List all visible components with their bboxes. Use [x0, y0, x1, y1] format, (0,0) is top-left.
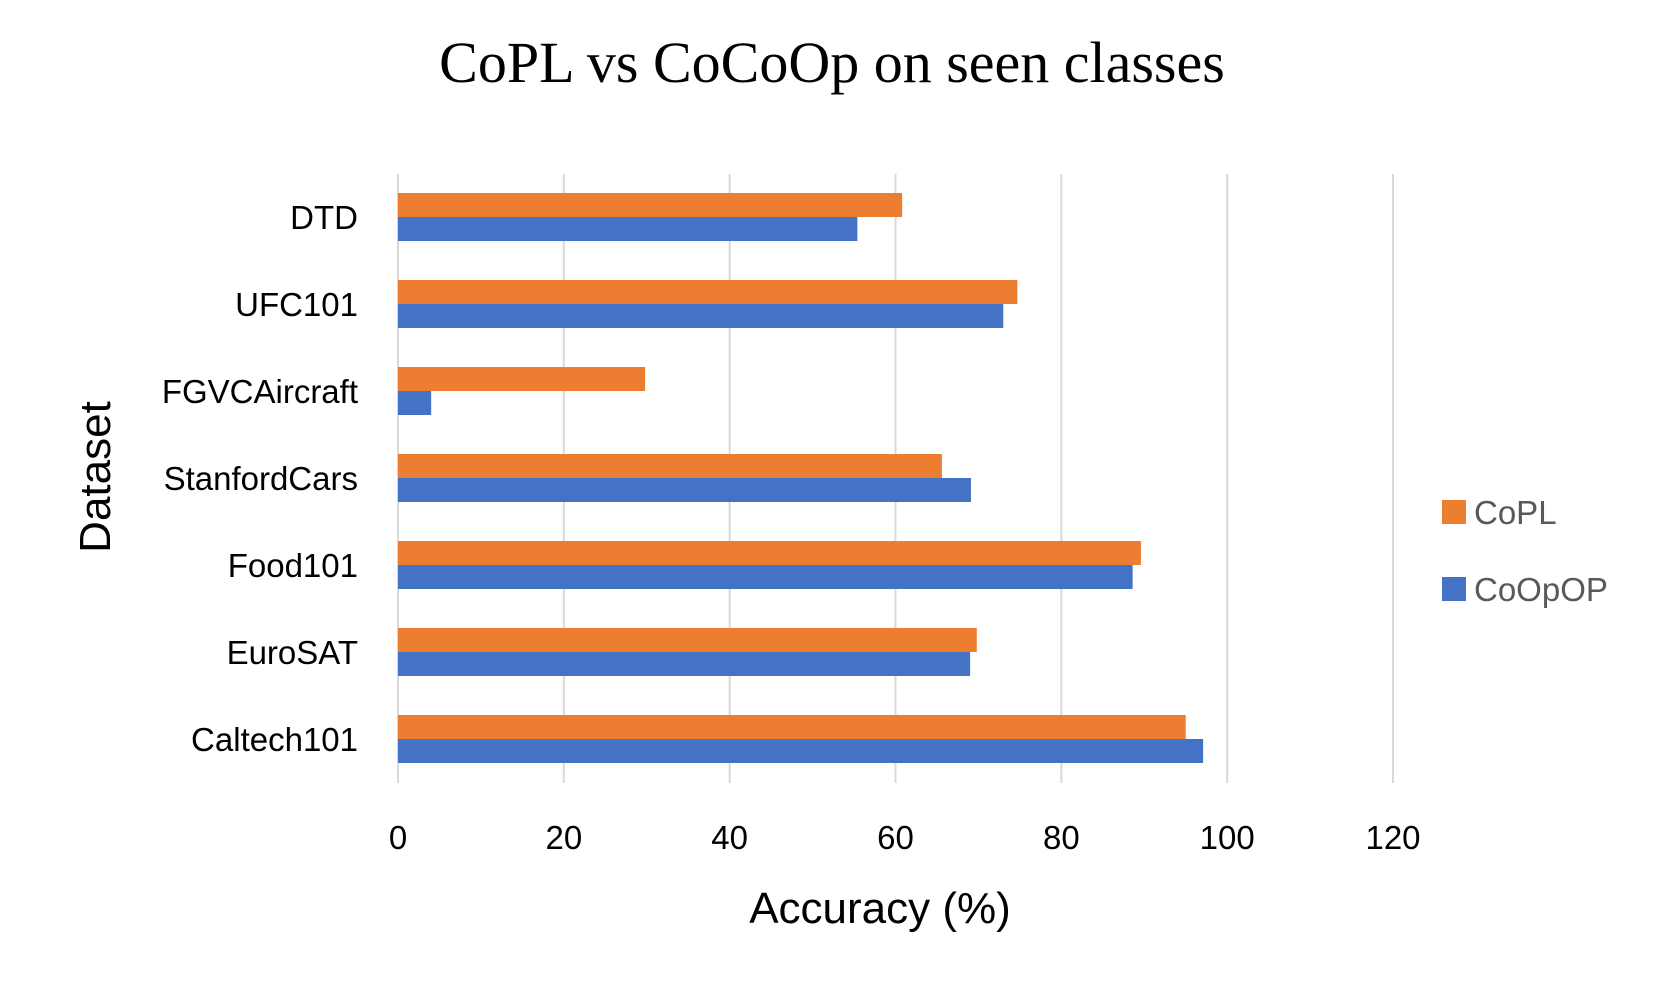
bar-coopop-dtd — [398, 217, 858, 241]
x-tick-label-120: 120 — [1365, 819, 1420, 856]
bar-copl-dtd — [398, 193, 903, 217]
legend-swatch-coopop — [1442, 577, 1466, 601]
y-tick-label-fgvcaircraft: FGVCAircraft — [162, 373, 358, 410]
y-axis-label: Dataset — [71, 401, 120, 553]
chart-title: CoPL vs CoCoOp on seen classes — [439, 30, 1225, 95]
x-tick-label-80: 80 — [1043, 819, 1080, 856]
bar-copl-eurosat — [398, 628, 977, 652]
bar-copl-fgvcaircraft — [398, 367, 646, 391]
legend-swatch-copl — [1442, 500, 1466, 524]
bar-coopop-caltech101 — [398, 739, 1204, 763]
y-tick-label-eurosat: EuroSAT — [227, 634, 358, 671]
legend-label-coopop: CoOpOP — [1474, 571, 1608, 608]
bar-coopop-fgvcaircraft — [398, 391, 432, 415]
bar-coopop-stanfordcars — [398, 478, 971, 502]
bar-copl-ufc101 — [398, 280, 1018, 304]
y-tick-label-stanfordcars: StanfordCars — [164, 460, 358, 497]
x-tick-label-100: 100 — [1200, 819, 1255, 856]
bar-copl-caltech101 — [398, 715, 1186, 739]
bar-coopop-food101 — [398, 565, 1133, 589]
x-tick-label-0: 0 — [389, 819, 407, 856]
x-axis-label: Accuracy (%) — [749, 884, 1011, 933]
y-tick-labels: DTD UFC101 FGVCAircraft StanfordCars Food101… — [162, 199, 358, 758]
bar-coopop-ufc101 — [398, 304, 1004, 328]
y-tick-label-ufc101: UFC101 — [235, 286, 358, 323]
bar-copl-stanfordcars — [398, 454, 942, 478]
legend-label-copl: CoPL — [1474, 494, 1557, 531]
x-tick-label-60: 60 — [877, 819, 914, 856]
bar-coopop-eurosat — [398, 652, 971, 676]
x-tick-label-20: 20 — [545, 819, 582, 856]
bars — [398, 193, 1204, 763]
x-tick-label-40: 40 — [711, 819, 748, 856]
legend: CoPL CoOpOP — [1442, 494, 1608, 608]
x-tick-labels: 0 20 40 60 80 100 120 — [389, 819, 1421, 856]
y-tick-label-food101: Food101 — [228, 547, 358, 584]
bar-copl-food101 — [398, 541, 1141, 565]
y-tick-label-caltech101: Caltech101 — [191, 721, 358, 758]
y-tick-label-dtd: DTD — [290, 199, 358, 236]
